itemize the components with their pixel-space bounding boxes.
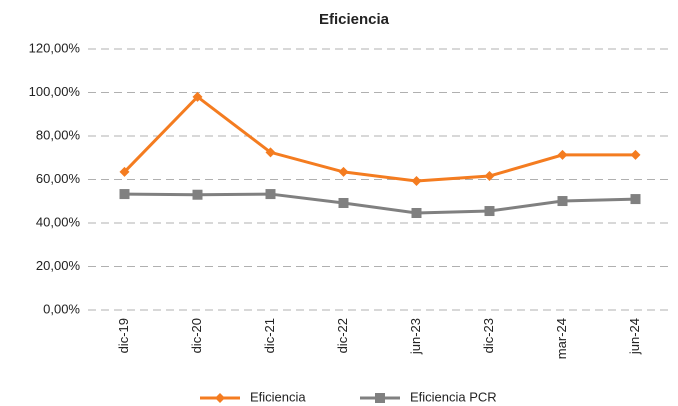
- y-tick-label: 40,00%: [36, 214, 81, 229]
- data-point: [411, 207, 422, 218]
- y-tick-label: 100,00%: [29, 84, 81, 99]
- x-tick-label: dic-23: [481, 318, 496, 353]
- data-point: [484, 171, 495, 182]
- x-tick-label: dic-22: [335, 318, 350, 353]
- data-point: [119, 166, 130, 177]
- y-tick-label: 0,00%: [43, 301, 80, 316]
- legend-label: Eficiencia: [250, 389, 306, 404]
- data-point: [338, 197, 349, 208]
- y-tick-label: 60,00%: [36, 171, 81, 186]
- x-tick-label: dic-21: [262, 318, 277, 353]
- data-point: [630, 149, 641, 160]
- legend-label: Eficiencia PCR: [410, 389, 497, 404]
- x-tick-label: mar-24: [554, 318, 569, 359]
- series-line: [124, 192, 636, 215]
- y-tick-label: 20,00%: [36, 258, 81, 273]
- y-tick-label: 80,00%: [36, 127, 81, 142]
- x-tick-label: dic-19: [116, 318, 131, 353]
- data-point: [265, 189, 276, 200]
- data-point: [119, 189, 130, 200]
- x-tick-label: jun-23: [408, 318, 423, 355]
- data-point: [192, 91, 203, 102]
- data-point: [338, 166, 349, 177]
- data-point: [557, 196, 568, 207]
- legend-marker: [215, 393, 225, 403]
- data-point: [411, 176, 422, 187]
- data-point: [265, 147, 276, 158]
- x-tick-label: dic-20: [189, 318, 204, 353]
- data-point: [630, 194, 641, 205]
- x-tick-label: jun-24: [627, 318, 642, 355]
- data-point: [484, 206, 495, 217]
- chart-title: Eficiencia: [319, 11, 390, 28]
- y-tick-label: 120,00%: [29, 40, 81, 55]
- series-line: [123, 94, 636, 183]
- data-point: [192, 189, 203, 200]
- data-point: [557, 149, 568, 160]
- legend-marker: [375, 393, 385, 403]
